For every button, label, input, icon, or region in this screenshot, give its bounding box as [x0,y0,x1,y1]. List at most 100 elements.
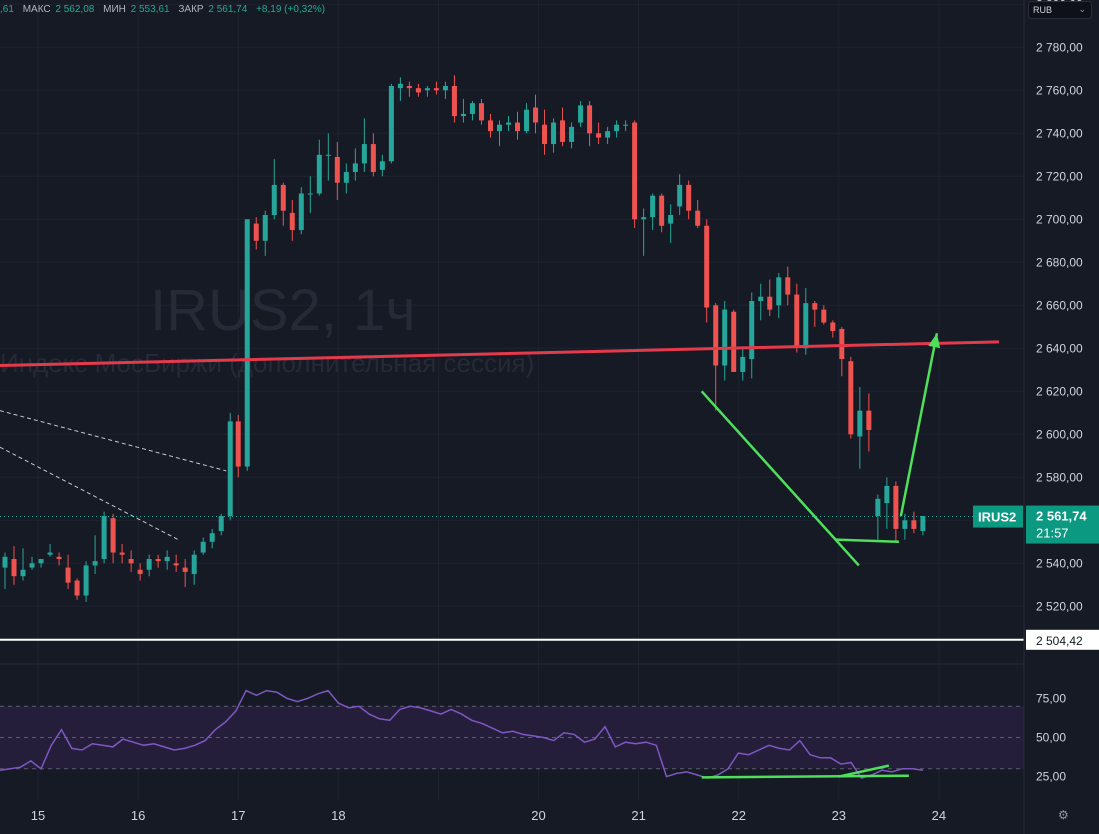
candle-body [146,559,152,570]
candle-body [29,563,35,568]
candle-body [875,498,881,516]
candle-body [758,296,764,301]
candle-body [569,126,575,142]
candle-body [551,122,557,145]
candle-body [442,86,448,91]
resistance-line [0,340,1000,367]
candle-body [487,120,493,132]
candle-body [262,215,268,241]
candle-body [848,361,854,435]
candle-body [496,124,502,132]
candle-body [587,105,593,134]
candle-body [605,131,611,138]
candle-body [334,156,340,183]
candle-body [902,520,908,529]
candle-body [830,322,836,332]
candle-body [560,120,566,142]
candle-body [650,195,656,218]
annotation-line [835,538,899,544]
candle-body [731,311,737,372]
rsi-tick-label: 50,00 [1036,731,1066,745]
candle-body [542,124,548,145]
candle-body [866,410,872,430]
candle-body [469,103,475,114]
last-price-tag [1026,505,1099,544]
rsi-line [0,689,924,779]
last-price-label: 2 561,74 [1036,509,1087,524]
candle-body [460,113,466,117]
candle-body [316,154,322,194]
time-tick-label: 15 [31,808,45,823]
candle-body [839,328,845,360]
candle-body [280,184,286,211]
candle-body [235,421,241,467]
candle-body [92,561,98,566]
candle-body [209,533,215,542]
candle-body [343,172,349,183]
candle-body [128,559,134,564]
symbol-tag [973,505,1023,528]
candle-body [668,215,674,224]
candle-body [110,518,116,553]
candle-body [821,309,827,323]
forecast-arrow-head [928,333,941,349]
candle-body [56,556,62,559]
price-axis-bg [1024,0,1099,834]
candle-body [164,556,170,562]
time-tick-label: 21 [631,808,645,823]
candle-body [803,303,809,349]
time-tick-label: 22 [731,808,745,823]
ohlc-header: ,61 МАКС 2 562,08 МИН 2 553,61 ЗАКР 2 56… [0,4,331,15]
candle-body [884,485,890,504]
candle-body [704,225,710,308]
candle-body [11,559,17,577]
currency-select[interactable]: RUB ⌄ [1028,1,1092,19]
candle-body [271,184,277,215]
candle-body [596,133,602,138]
price-tick-label: 2 520,00 [1036,599,1083,613]
candle-body [182,567,188,572]
candle-body [524,109,530,132]
candle-body [433,88,439,91]
ohlc-change: +8,19 (+0,32%) [256,4,326,15]
ohlc-close-value: 2 561,74 [208,4,248,15]
candle-body [857,410,863,437]
candle-body [2,556,8,568]
rsi-annotation-line [838,764,890,778]
time-tick-label: 24 [932,808,946,823]
candle-body [191,554,197,575]
time-tick-label: 18 [331,808,345,823]
candle-body [370,144,376,172]
candle-body [767,296,773,310]
support-price-tag [1026,629,1099,650]
candle-body [218,516,224,532]
rsi-annotation-line [701,774,909,779]
candle-body [478,103,484,121]
candle-body [623,124,629,126]
price-tick-label: 2 620,00 [1036,384,1083,398]
price-tick-label: 2 680,00 [1036,255,1083,269]
ohlc-close-label: ЗАКР [178,4,204,15]
price-tick-label: 2 700,00 [1036,212,1083,226]
candle-body [533,107,539,123]
dashed-trendline [0,446,179,541]
currency-value: RUB [1033,5,1053,15]
candle-body [722,309,728,366]
candle-body [65,567,71,583]
forecast-arrow-shaft [899,333,939,517]
price-tick-label: 2 580,00 [1036,470,1083,484]
candle-body [451,86,457,117]
candle-body [695,210,701,226]
rsi-tick-label: 25,00 [1036,770,1066,784]
candle-body [505,122,511,125]
gear-icon[interactable]: ⚙ [1058,808,1069,822]
candle-body [812,303,818,310]
candle-body [785,277,791,295]
price-tick-label: 2 640,00 [1036,341,1083,355]
candle-body [227,421,233,516]
candle-body [47,552,53,555]
candle-body [173,563,179,566]
candle-body [379,161,385,170]
candle-body [307,193,313,195]
